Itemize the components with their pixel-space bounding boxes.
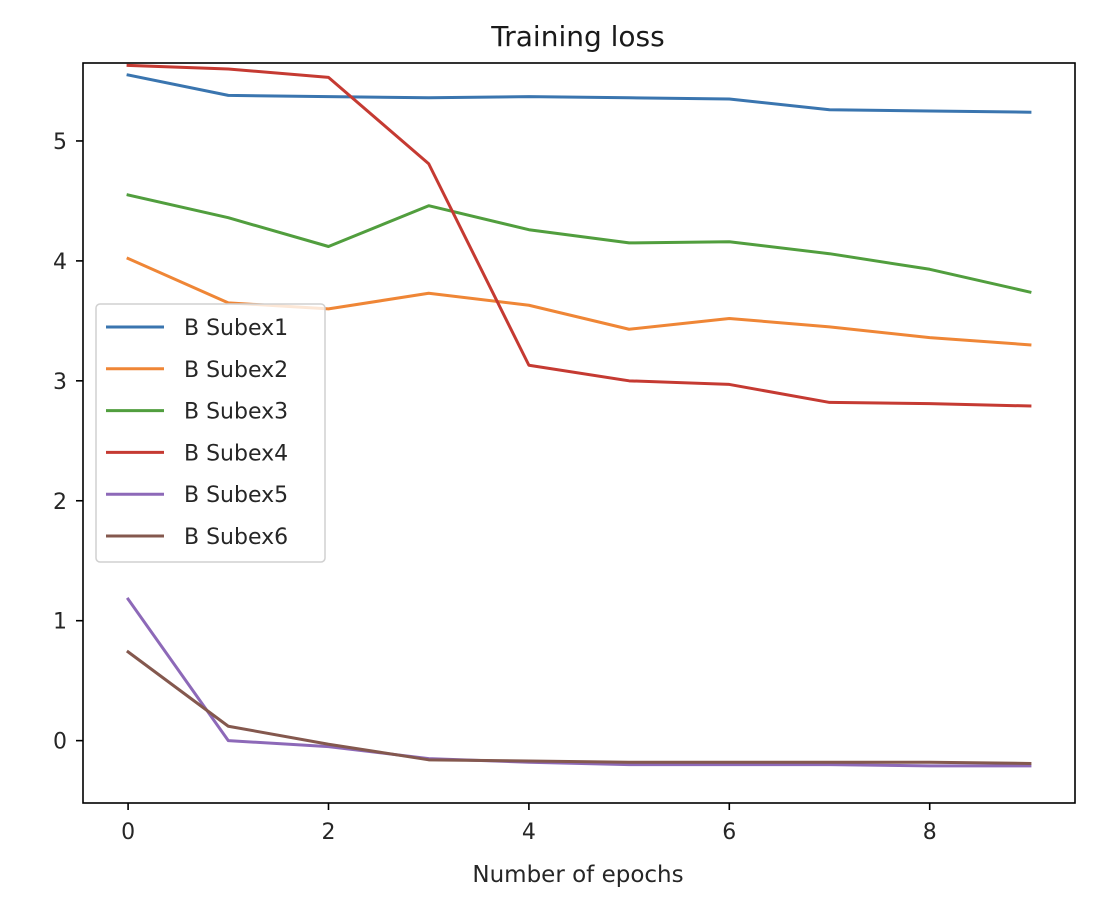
- y-axis-ticks: 0 1 2 3 4 5: [53, 130, 83, 755]
- y-tick-label: 4: [53, 250, 67, 275]
- series-line-3: [126, 193, 1032, 294]
- y-tick-label: 2: [53, 490, 67, 515]
- series-line-1: [126, 73, 1032, 114]
- legend-label-1: B Subex1: [184, 316, 288, 341]
- x-axis-label: Number of epochs: [472, 862, 683, 888]
- y-tick-label: 5: [53, 130, 67, 155]
- x-tick-label: 8: [923, 820, 937, 845]
- legend-label-3: B Subex3: [184, 400, 288, 425]
- legend-label-6: B Subex6: [184, 525, 288, 550]
- series-line-6: [125, 649, 1032, 765]
- plot-area: [82, 62, 1076, 804]
- x-tick-label: 6: [722, 820, 736, 845]
- x-tick-label: 0: [121, 820, 135, 845]
- legend-label-2: B Subex2: [184, 358, 288, 383]
- legend-label-4: B Subex4: [184, 441, 288, 466]
- y-tick-label: 0: [53, 730, 67, 755]
- x-tick-label: 4: [522, 820, 536, 845]
- legend: B Subex1 B Subex2 B Subex3 B Subex4 B Subex5…: [95, 303, 326, 563]
- y-tick-label: 1: [53, 610, 67, 635]
- series-line-4: [126, 63, 1032, 408]
- chart-title: Training loss: [490, 20, 664, 53]
- plot-frame: [82, 62, 1076, 804]
- legend-label-5: B Subex5: [184, 483, 288, 508]
- series-line-5: [125, 597, 1032, 768]
- x-tick-label: 2: [321, 820, 335, 845]
- legend-box: [95, 303, 326, 563]
- y-tick-label: 3: [53, 370, 67, 395]
- x-axis-ticks: 0 2 4 6 8: [121, 803, 937, 845]
